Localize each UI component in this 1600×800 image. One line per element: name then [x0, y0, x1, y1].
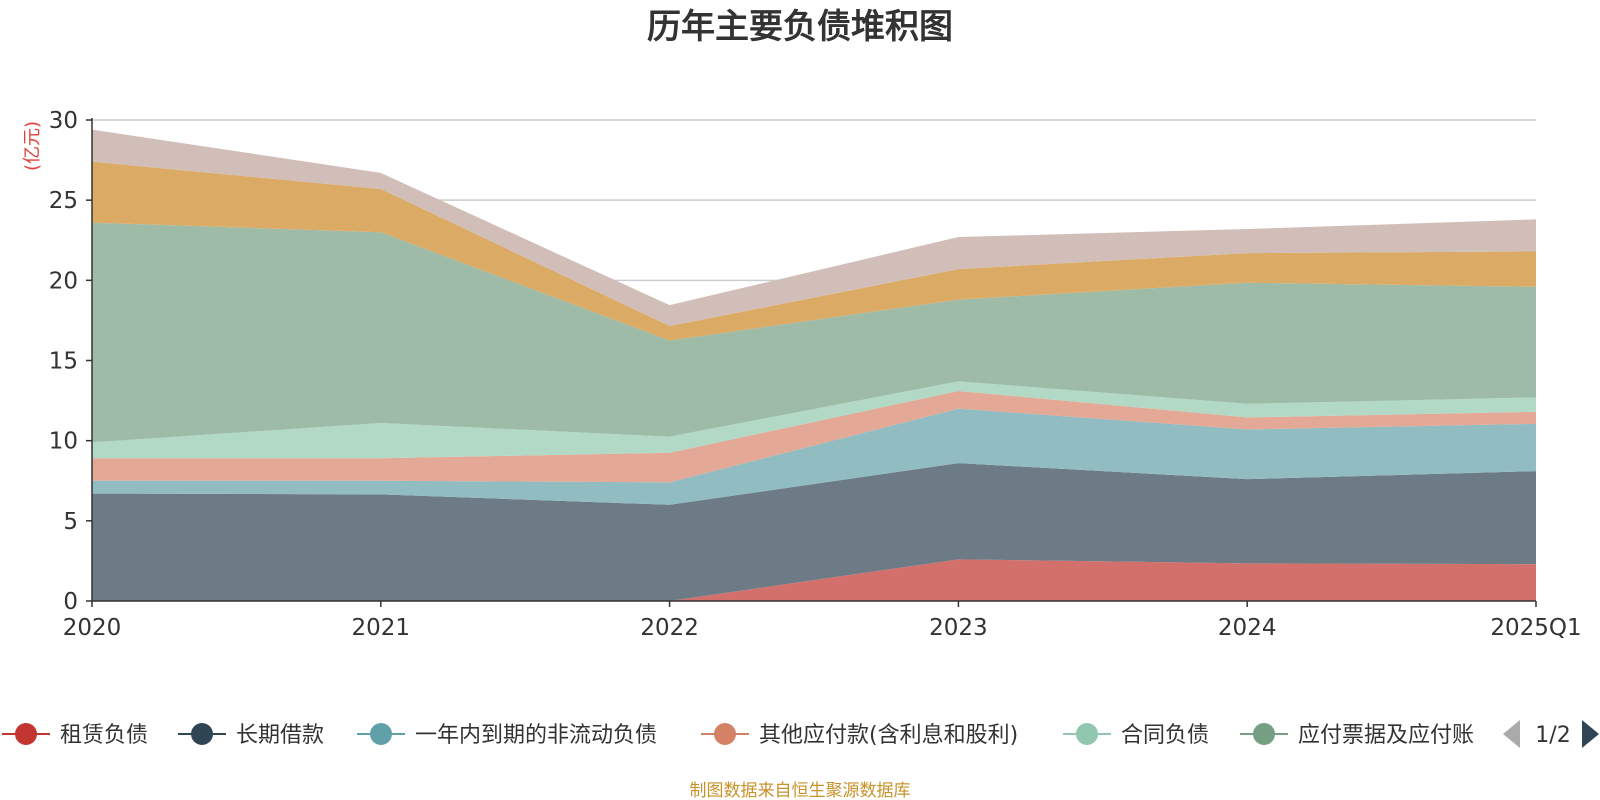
legend-item[interactable]: 应付票据及应付账 [1240, 723, 1474, 748]
legend-page-indicator: 1/2 [1535, 723, 1570, 748]
legend-label: 合同负债 [1121, 723, 1209, 748]
y-tick-label: 0 [63, 589, 78, 615]
y-tick-label: 10 [49, 429, 78, 455]
legend-next-arrow-icon[interactable] [1582, 720, 1599, 748]
legend-marker [1253, 723, 1275, 745]
area-2 [92, 463, 1536, 601]
legend-item[interactable]: 一年内到期的非流动负债 [357, 723, 657, 748]
area-6 [92, 222, 1536, 443]
legend-clip-mask [1484, 710, 1600, 760]
legend-marker [714, 723, 736, 745]
x-tick-label: 2022 [640, 615, 699, 641]
area-5 [92, 381, 1536, 459]
legend-label: 一年内到期的非流动负债 [415, 723, 657, 748]
area-7 [92, 161, 1536, 341]
legend-item[interactable]: 租赁负债 [2, 723, 148, 748]
x-tick-label: 2025Q1 [1490, 615, 1581, 641]
legend-label: 租赁负债 [60, 723, 148, 748]
legend-label: 长期借款 [236, 723, 324, 748]
data-source-note: 制图数据来自恒生聚源数据库 [690, 781, 911, 800]
axes: 0 5 10 15 20 25 30 2020 2021 2022 2023 2024 2025Q1 [49, 108, 1582, 641]
x-tick-label: 2023 [929, 615, 988, 641]
legend-item[interactable]: 长期借款 [178, 723, 324, 748]
legend-marker [370, 723, 392, 745]
legend-item[interactable]: 合同负债 [1063, 723, 1209, 748]
area-8 [92, 129, 1536, 327]
legend-prev-arrow-icon[interactable] [1503, 720, 1520, 748]
y-tick-label: 30 [49, 108, 78, 134]
legend: 租赁负债 长期借款 一年内到期的非流动负债 其他应付款(含利息和股利) 合同负债 应付票据… [2, 710, 1600, 760]
legend-marker [15, 723, 37, 745]
legend-label: 应付票据及应付账 [1298, 723, 1474, 748]
area-4 [92, 390, 1536, 483]
y-tick-label: 25 [49, 188, 78, 214]
y-tick-label: 20 [49, 268, 78, 294]
legend-item[interactable]: 其他应付款(含利息和股利) [701, 723, 1018, 748]
x-tick-label: 2021 [352, 615, 411, 641]
y-axis-unit-label: (亿元) [22, 121, 43, 171]
legend-label: 其他应付款(含利息和股利) [759, 723, 1018, 748]
area-series-layer [92, 129, 1536, 601]
x-tick-label: 2024 [1218, 615, 1277, 641]
legend-marker [1076, 723, 1098, 745]
x-tick-label: 2020 [63, 615, 122, 641]
area-3 [92, 408, 1536, 505]
legend-marker [191, 723, 213, 745]
y-tick-label: 5 [63, 509, 78, 535]
chart-title: 历年主要负债堆积图 [647, 7, 953, 47]
y-tick-label: 15 [49, 349, 78, 375]
